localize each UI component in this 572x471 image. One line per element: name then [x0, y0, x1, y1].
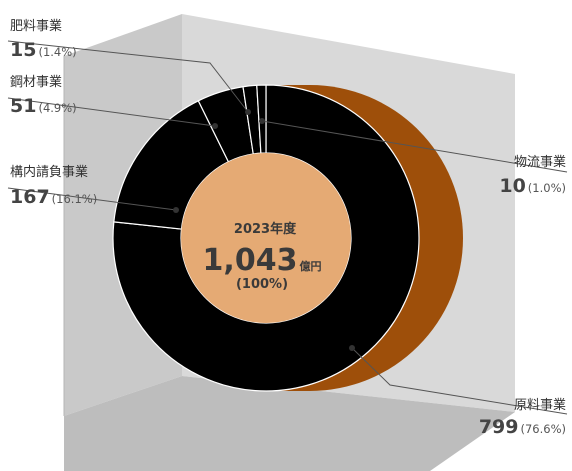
label-steel: 鋼材事業 51 (4.9%)	[10, 74, 77, 117]
donut-inner-disc	[181, 153, 351, 323]
center-total-unit: 億円	[299, 259, 321, 273]
label-raw-materials-value-line: 799 (76.6%)	[479, 416, 566, 438]
label-fertilizer-name: 肥料事業	[10, 18, 62, 34]
leader-line-raw-materials	[351, 347, 568, 415]
label-logistics-pct: (1.0%)	[528, 181, 566, 195]
leader-line-fertilizer	[7, 40, 249, 113]
center-year-label: 2023年度	[234, 221, 297, 237]
label-raw-materials: 原料事業 799 (76.6%)	[479, 397, 566, 438]
label-fertilizer: 肥料事業 15 (1.4%)	[10, 18, 77, 61]
label-contract-pct: (16.1%)	[52, 192, 98, 206]
leader-line-logistics	[261, 120, 568, 173]
center-total-line: 1,043 億円	[203, 243, 322, 278]
leader-dot-raw-materials	[349, 345, 355, 351]
leader-line-steel	[7, 97, 216, 127]
donut-center: 2023年度 1,043 億円 (100%)	[181, 153, 351, 323]
label-raw-materials-pct: (76.6%)	[520, 422, 566, 436]
label-fertilizer-value: 15	[10, 39, 36, 61]
label-fertilizer-pct: (1.4%)	[38, 45, 76, 59]
leader-dot-contract	[173, 207, 179, 213]
label-logistics-name: 物流事業	[514, 154, 566, 170]
segment-raw-materials	[112, 84, 420, 392]
segment-labels: 肥料事業 15 (1.4%) 鋼材事業 51 (4.9%) 構内請負事業 167 (1…	[10, 18, 566, 438]
leader-line-contract	[7, 187, 177, 211]
box-floor	[64, 376, 515, 471]
leader-dot-fertilizer	[245, 109, 251, 115]
leader-lines	[7, 40, 568, 415]
center-percent-label: (100%)	[236, 277, 288, 292]
label-steel-name: 鋼材事業	[10, 74, 62, 90]
label-logistics-value-line: 10 (1.0%)	[499, 175, 566, 197]
label-contract: 構内請負事業 167 (16.1%)	[10, 164, 97, 208]
label-fertilizer-value-line: 15 (1.4%)	[10, 39, 77, 61]
label-steel-pct: (4.9%)	[38, 101, 76, 115]
label-raw-materials-value: 799	[479, 416, 519, 438]
label-contract-name: 構内請負事業	[10, 164, 88, 180]
center-total-value: 1,043	[203, 243, 298, 278]
label-logistics: 物流事業 10 (1.0%)	[499, 154, 566, 197]
label-raw-materials-name: 原料事業	[514, 397, 566, 413]
label-contract-value-line: 167 (16.1%)	[10, 186, 97, 208]
leader-dot-logistics	[259, 118, 265, 124]
leader-dot-steel	[212, 123, 218, 129]
label-steel-value: 51	[10, 95, 36, 117]
label-steel-value-line: 51 (4.9%)	[10, 95, 77, 117]
label-logistics-value: 10	[499, 175, 525, 197]
label-contract-value: 167	[10, 186, 50, 208]
